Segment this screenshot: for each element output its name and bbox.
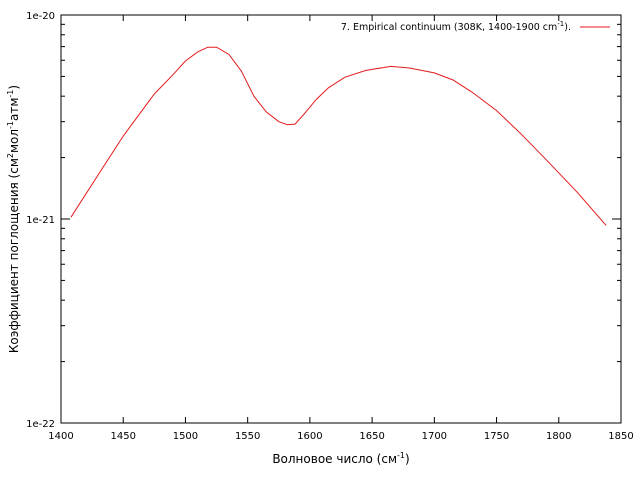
x-tick-label: 1550	[235, 431, 260, 442]
series-group	[70, 46, 607, 226]
x-tick-label: 1500	[173, 431, 198, 442]
x-tick-label: 1750	[484, 431, 509, 442]
series-line	[70, 46, 607, 226]
y-axis-label: Коэффициент поглощения (см2мол-1атм-1)	[6, 85, 21, 353]
x-tick-label: 1800	[546, 431, 571, 442]
x-axis-label: Волновое число (см-1)	[272, 451, 409, 466]
x-tick-label: 1850	[608, 431, 633, 442]
y-tick-label: 1e-21	[26, 215, 55, 226]
legend: 7. Empirical continuum (308K, 1400-1900 …	[341, 20, 610, 33]
y-axis-ticks: 1e-22 1e-21 1e-20	[26, 11, 621, 430]
plot-frame	[60, 14, 622, 424]
x-axis-ticks: 1400 1450 1500 1550 1600 1650 1700 1750 1800 1850	[48, 15, 634, 442]
legend-label: 7. Empirical continuum (308K, 1400-1900 …	[341, 20, 571, 33]
x-tick-label: 1400	[48, 431, 73, 442]
y-tick-label: 1e-20	[26, 11, 55, 22]
x-tick-label: 1700	[422, 431, 447, 442]
y-tick-label: 1e-22	[26, 419, 55, 430]
x-tick-label: 1450	[110, 431, 135, 442]
x-tick-label: 1650	[359, 431, 384, 442]
y-minor-ticks	[61, 23, 621, 363]
x-tick-label: 1600	[297, 431, 322, 442]
